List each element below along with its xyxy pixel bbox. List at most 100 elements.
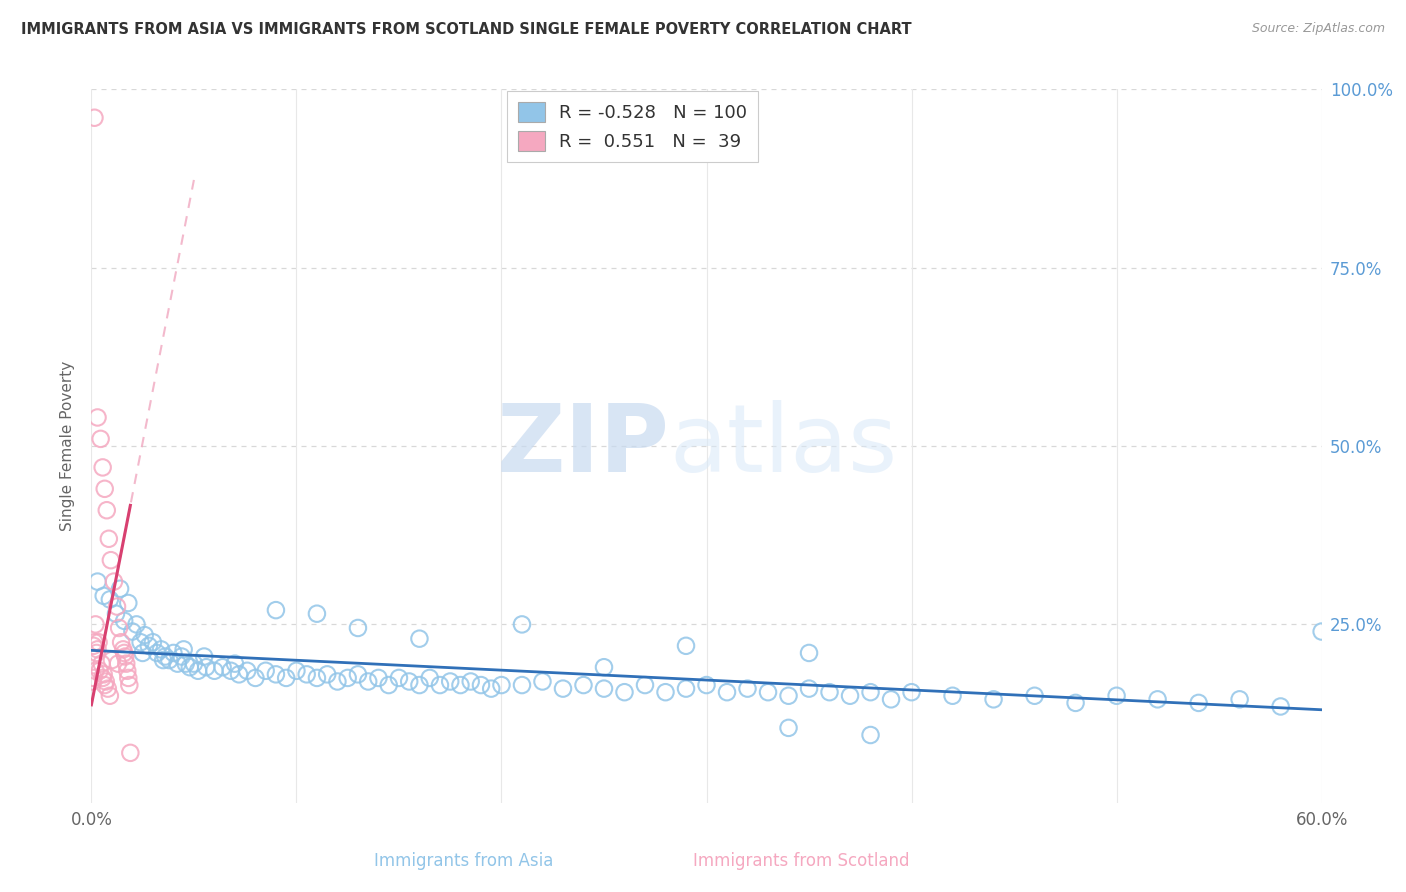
Point	[146, 646, 169, 660]
Text: ZIP: ZIP	[496, 400, 669, 492]
Point	[90, 432, 112, 446]
Point	[195, 660, 218, 674]
Point	[117, 664, 139, 678]
Point	[613, 685, 636, 699]
Point	[211, 660, 233, 674]
Point	[120, 746, 142, 760]
Point	[117, 671, 139, 685]
Point	[125, 617, 148, 632]
Point	[131, 646, 153, 660]
Point	[152, 653, 174, 667]
Point	[219, 664, 242, 678]
Point	[839, 689, 862, 703]
Point	[818, 685, 841, 699]
Point	[285, 664, 308, 678]
Point	[593, 681, 616, 696]
Point	[316, 667, 339, 681]
Point	[983, 692, 1005, 706]
Point	[264, 667, 287, 681]
Point	[97, 681, 120, 696]
Point	[675, 639, 697, 653]
Point	[157, 653, 180, 667]
Point	[82, 674, 104, 689]
Point	[142, 635, 165, 649]
Point	[276, 671, 298, 685]
Point	[1229, 692, 1251, 706]
Point	[83, 111, 105, 125]
Point	[121, 624, 143, 639]
Point	[572, 678, 595, 692]
Point	[187, 664, 209, 678]
Text: atlas: atlas	[669, 400, 898, 492]
Text: IMMIGRANTS FROM ASIA VS IMMIGRANTS FROM SCOTLAND SINGLE FEMALE POVERTY CORRELATI: IMMIGRANTS FROM ASIA VS IMMIGRANTS FROM …	[21, 22, 911, 37]
Point	[510, 617, 533, 632]
Point	[797, 681, 820, 696]
Point	[91, 460, 114, 475]
Point	[107, 657, 129, 671]
Point	[97, 532, 120, 546]
Point	[115, 657, 138, 671]
Point	[654, 685, 676, 699]
Point	[108, 582, 131, 596]
Point	[93, 667, 115, 681]
Point	[118, 678, 141, 692]
Point	[112, 646, 135, 660]
Point	[756, 685, 779, 699]
Point	[114, 649, 136, 664]
Point	[202, 664, 225, 678]
Point	[93, 482, 115, 496]
Point	[84, 617, 107, 632]
Point	[103, 574, 125, 589]
Point	[357, 674, 380, 689]
Point	[91, 671, 114, 685]
Point	[134, 628, 156, 642]
Y-axis label: Single Female Poverty: Single Female Poverty	[60, 361, 76, 531]
Point	[531, 674, 554, 689]
Point	[179, 660, 201, 674]
Point	[419, 671, 441, 685]
Point	[254, 664, 277, 678]
Point	[86, 410, 108, 425]
Point	[108, 621, 131, 635]
Point	[778, 721, 800, 735]
Point	[224, 657, 246, 671]
Point	[593, 660, 616, 674]
Point	[900, 685, 922, 699]
Point	[479, 681, 502, 696]
Point	[470, 678, 492, 692]
Point	[86, 574, 108, 589]
Text: Immigrants from Asia: Immigrants from Asia	[374, 852, 554, 870]
Point	[129, 635, 152, 649]
Point	[173, 642, 195, 657]
Point	[170, 649, 193, 664]
Point	[138, 639, 160, 653]
Point	[859, 685, 882, 699]
Point	[1064, 696, 1087, 710]
Text: Source: ZipAtlas.com: Source: ZipAtlas.com	[1251, 22, 1385, 36]
Point	[367, 671, 389, 685]
Point	[105, 599, 128, 614]
Point	[245, 671, 267, 685]
Point	[398, 674, 420, 689]
Point	[105, 607, 127, 621]
Point	[96, 503, 118, 517]
Point	[82, 639, 104, 653]
Point	[388, 671, 411, 685]
Point	[101, 653, 124, 667]
Point	[347, 621, 370, 635]
Point	[880, 692, 903, 706]
Point	[449, 678, 471, 692]
Point	[117, 596, 139, 610]
Point	[1270, 699, 1292, 714]
Point	[336, 671, 359, 685]
Point	[90, 657, 112, 671]
Point	[94, 674, 117, 689]
Point	[326, 674, 349, 689]
Point	[150, 642, 173, 657]
Point	[83, 635, 105, 649]
Point	[110, 635, 132, 649]
Point	[510, 678, 533, 692]
Point	[1146, 692, 1168, 706]
Text: Immigrants from Scotland: Immigrants from Scotland	[693, 852, 910, 870]
Point	[778, 689, 800, 703]
